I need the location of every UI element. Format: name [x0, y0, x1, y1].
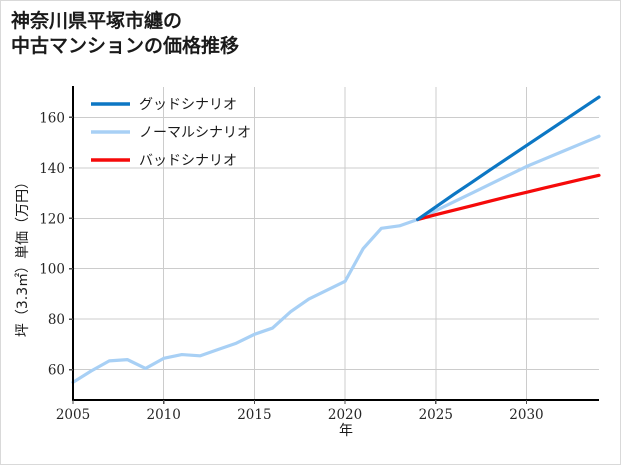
axis-ticks: [69, 116, 528, 404]
series-line: [416, 95, 601, 222]
y-tick-labels: 60 80 100 120 140 160: [39, 110, 65, 378]
x-tick-label: 2025: [419, 407, 453, 423]
x-tick-labels: 2005 2010 2015 2020 2025 2030: [56, 407, 544, 423]
x-tick-label: 2020: [328, 407, 362, 423]
legend-label: バッドシナリオ: [139, 153, 237, 169]
y-tick-label: 80: [48, 312, 65, 328]
y-axis-title: 坪（3.3㎡）単価（万円）: [15, 175, 31, 337]
series-lines: [71, 95, 601, 384]
y-tick-label: 160: [39, 110, 65, 126]
x-axis-title: 年: [339, 423, 353, 439]
y-tick-label: 120: [39, 211, 65, 227]
legend-label: グッドシナリオ: [139, 97, 237, 113]
x-tick-label: 2015: [237, 407, 271, 423]
x-tick-label: 2010: [147, 407, 181, 423]
y-tick-label: 60: [48, 363, 65, 379]
legend-label: ノーマルシナリオ: [139, 125, 251, 141]
series-line: [71, 134, 601, 384]
series-line: [416, 173, 601, 222]
y-tick-label: 140: [39, 161, 65, 177]
y-tick-label: 100: [39, 262, 65, 278]
x-tick-label: 2030: [509, 407, 543, 423]
page-title: 神奈川県平塚市纏の 中古マンションの価格推移: [11, 10, 240, 58]
x-tick-label: 2005: [56, 407, 90, 423]
